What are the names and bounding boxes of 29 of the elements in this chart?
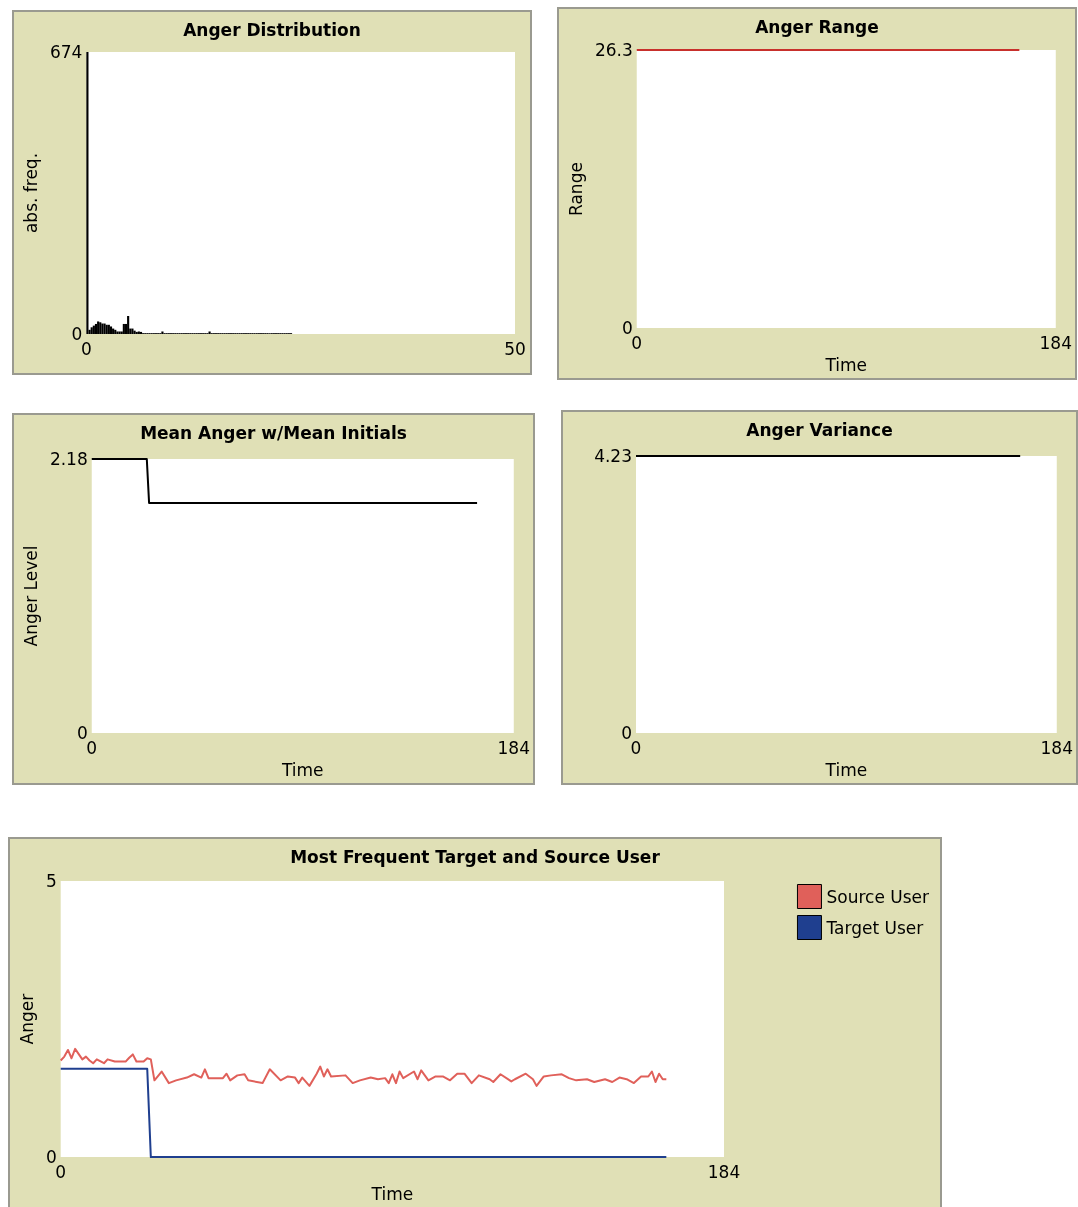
- y-tick-label: 674: [49, 42, 83, 62]
- y-tick-label: 0: [76, 723, 88, 744]
- chart-title: Mean Anger w/Mean Initials: [140, 422, 407, 443]
- y-tick-label: 5: [45, 871, 57, 891]
- x-tick-label: 184: [1039, 332, 1072, 353]
- x-axis-title: Time: [280, 759, 324, 780]
- x-axis-title: Time: [370, 1183, 414, 1204]
- chart-title: Most Frequent Target and Source User: [290, 846, 661, 867]
- x-tick-label: 50: [504, 338, 526, 359]
- y-axis-title: Anger: [16, 993, 37, 1045]
- y-axis-title: abs. freq.: [20, 152, 41, 234]
- x-axis-title: Time: [824, 759, 868, 780]
- y-axis-title: Range: [565, 162, 586, 216]
- y-tick-label: 26.3: [594, 40, 633, 60]
- x-tick-label: 184: [497, 737, 530, 758]
- y-tick-label: 2.18: [49, 449, 88, 469]
- chart-title: Anger Variance: [746, 419, 893, 440]
- y-tick-label: 0: [45, 1147, 57, 1168]
- x-tick-label: 184: [1040, 737, 1073, 758]
- x-tick-label: 184: [707, 1161, 741, 1182]
- y-axis-title: Anger Level: [20, 545, 41, 647]
- chart-title: Anger Range: [755, 16, 879, 37]
- x-axis-title: Time: [824, 354, 868, 375]
- legend-label: Target User: [825, 917, 924, 938]
- y-tick-label: 4.23: [594, 446, 632, 466]
- y-tick-label: 0: [621, 723, 632, 744]
- chart-title: Anger Distribution: [183, 19, 361, 40]
- legend-label: Source User: [826, 886, 930, 907]
- y-tick-label: 0: [621, 318, 633, 339]
